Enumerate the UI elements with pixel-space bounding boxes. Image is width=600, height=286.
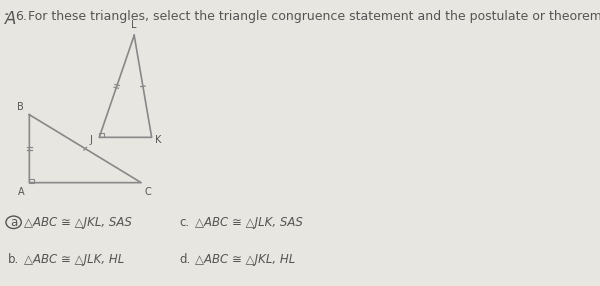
Text: B: B — [17, 102, 24, 112]
Text: △ABC ≅ △JLK, HL: △ABC ≅ △JLK, HL — [24, 253, 124, 266]
Text: A: A — [5, 10, 16, 28]
Text: L: L — [131, 20, 137, 30]
Text: d.: d. — [179, 253, 190, 266]
Text: J: J — [89, 135, 92, 145]
Text: △ABC ≅ △JLK, SAS: △ABC ≅ △JLK, SAS — [196, 216, 303, 229]
Text: For these triangles, select the triangle congruence statement and the postulate : For these triangles, select the triangle… — [28, 10, 600, 23]
Text: 6.: 6. — [16, 10, 27, 23]
Text: A: A — [17, 187, 24, 197]
Text: b.: b. — [8, 253, 19, 266]
Text: △ABC ≅ △JKL, SAS: △ABC ≅ △JKL, SAS — [24, 216, 132, 229]
Text: c.: c. — [180, 216, 190, 229]
Text: △ABC ≅ △JKL, HL: △ABC ≅ △JKL, HL — [196, 253, 296, 266]
Text: a: a — [10, 216, 17, 229]
Text: C: C — [145, 187, 151, 197]
Text: K: K — [155, 135, 161, 145]
